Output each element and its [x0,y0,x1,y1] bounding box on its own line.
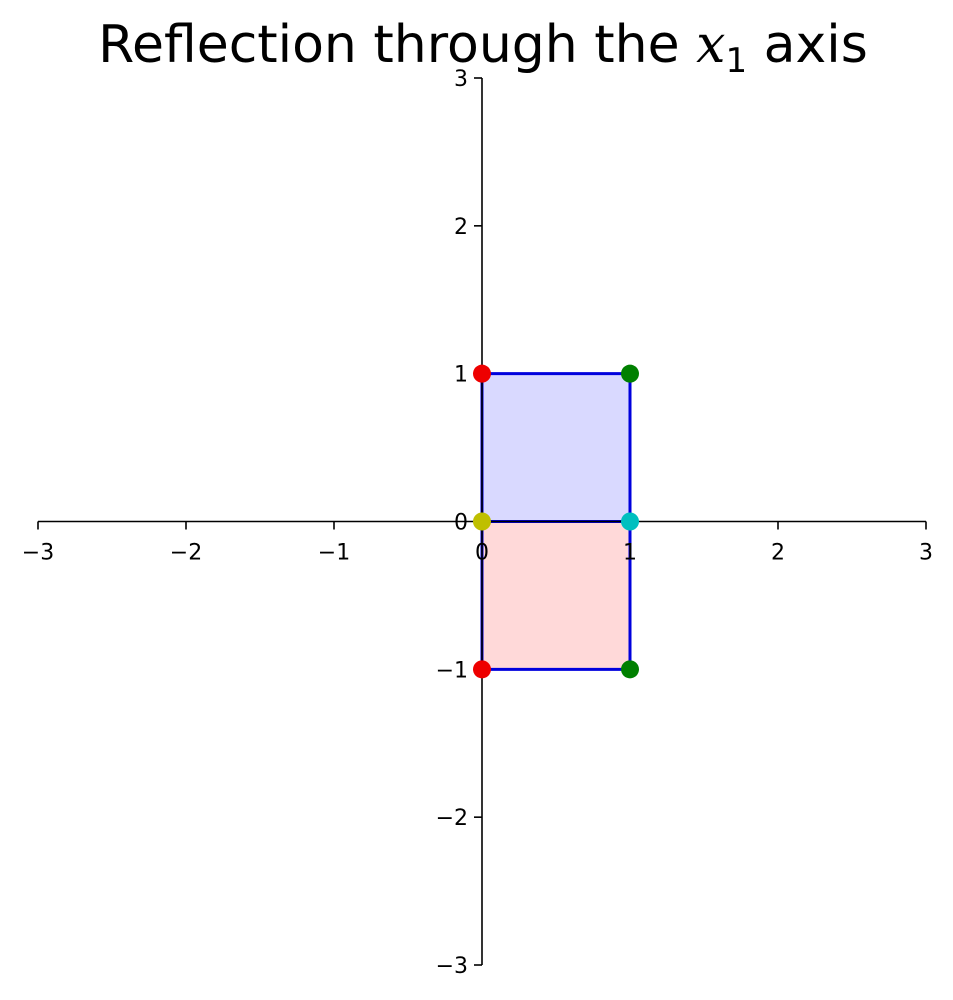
data-point [621,660,639,679]
y-tick-label: 2 [454,215,468,240]
x-tick-label: −1 [318,541,350,566]
data-point [473,364,491,383]
data-point [473,660,491,679]
x-tick-label: 2 [771,541,785,566]
square-reflected [480,520,632,671]
points-layer [473,364,639,679]
chart-title: Reflection through the x1 axis [98,15,868,81]
x-tick-label: 3 [919,541,933,566]
data-point [621,512,639,531]
y-tick-label: 1 [454,363,468,388]
chart-title-variable: x [696,15,725,75]
chart-title-prefix: Reflection through the [98,15,696,75]
y-tick-label: 0 [454,511,468,536]
x-tick-label: 1 [623,541,637,566]
x-tick-label: 0 [475,541,489,566]
chart-title-suffix: axis [747,15,868,75]
y-tick-label: −2 [436,806,468,831]
data-point [473,512,491,531]
square-original [480,372,632,523]
y-tick-label: −3 [436,954,468,979]
data-point [621,364,639,383]
x-tick-label: −3 [22,541,54,566]
y-tick-label: −1 [436,658,468,683]
x-tick-label: −2 [170,541,202,566]
chart-title-subscript: 1 [725,41,747,81]
y-tick-label: 3 [454,67,468,92]
